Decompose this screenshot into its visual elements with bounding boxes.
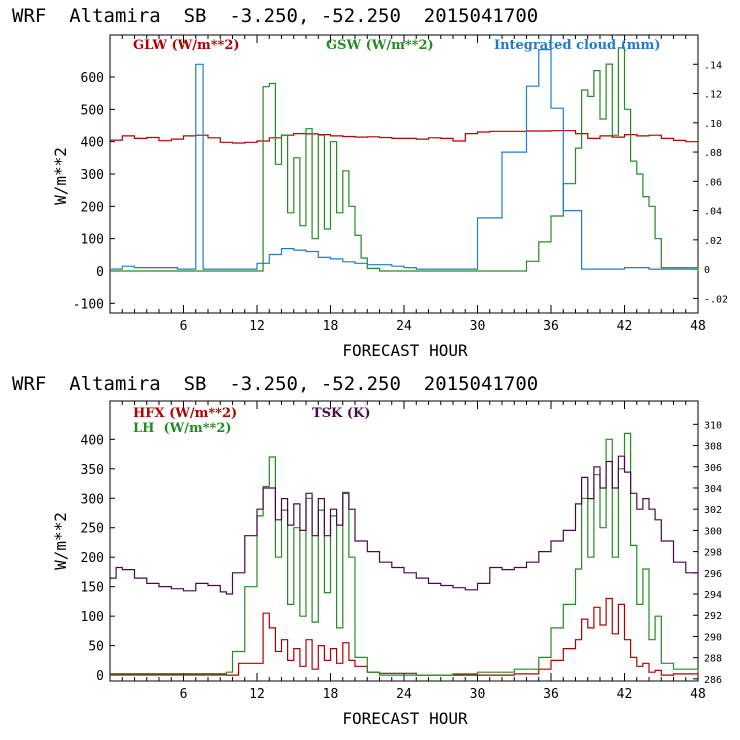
x-tick-label: 18 bbox=[323, 687, 339, 702]
y-tick-label: 600 bbox=[81, 71, 104, 86]
y2-tick-label: 304 bbox=[704, 484, 722, 495]
x-tick-label: 36 bbox=[543, 319, 559, 334]
y-tick-label: 300 bbox=[81, 492, 104, 507]
y2-tick-label: 300 bbox=[704, 526, 722, 537]
legend-gsw: GSW (W/m**2) bbox=[326, 38, 434, 53]
series-line-lh bbox=[110, 432, 699, 676]
y2-tick-label: .12 bbox=[704, 90, 722, 101]
y-axis-label-top: W/m**2 bbox=[51, 147, 70, 205]
x-tick-label: 30 bbox=[470, 687, 486, 702]
series-bottom bbox=[110, 432, 699, 676]
y-tick-label: 500 bbox=[81, 103, 104, 118]
series-line-integrated bbox=[110, 49, 698, 270]
y2-tick-label: 288 bbox=[704, 654, 722, 665]
y2-tick-label: .04 bbox=[704, 207, 722, 218]
title-bottom: WRF Altamira SB -3.250, -52.250 20150417… bbox=[12, 373, 538, 395]
x-tick-label: 12 bbox=[249, 319, 265, 334]
series-line-tsk bbox=[110, 455, 699, 595]
y-tick-label: 200 bbox=[81, 551, 104, 566]
left-axis-top: -100 0 100 200 300 400 500 600 bbox=[73, 71, 115, 312]
x-tick-label: 36 bbox=[543, 687, 559, 702]
y2-tick-label: 290 bbox=[704, 632, 722, 643]
series-line-gsw bbox=[110, 47, 699, 272]
y-tick-label: 100 bbox=[81, 233, 104, 248]
legend-cloud: Integrated cloud (mm) bbox=[494, 38, 660, 53]
y-tick-label: 100 bbox=[81, 610, 104, 625]
y2-tick-label: .14 bbox=[704, 60, 722, 71]
x-tick-label: 30 bbox=[470, 319, 486, 334]
x-axis-label-bottom: FORECAST HOUR bbox=[342, 709, 468, 728]
legend-hfx: HFX (W/m**2) bbox=[133, 406, 237, 421]
x-tick-label: 12 bbox=[249, 687, 265, 702]
y2-tick-label: 286 bbox=[704, 675, 722, 686]
x-tick-label: 42 bbox=[617, 319, 633, 334]
y-tick-label: 150 bbox=[81, 581, 104, 596]
series-line-glw bbox=[110, 130, 699, 144]
y2-tick-label: 310 bbox=[704, 420, 722, 431]
y2-tick-label: 302 bbox=[704, 505, 722, 516]
y2-tick-label: 294 bbox=[704, 590, 722, 601]
y2-tick-label: .02 bbox=[704, 236, 722, 247]
y2-tick-label: 292 bbox=[704, 611, 722, 622]
y2-tick-label: .08 bbox=[704, 148, 722, 159]
left-axis-bottom: 0 50 100 150 200 250 300 350 400 bbox=[81, 433, 115, 684]
y2-tick-label: 296 bbox=[704, 569, 722, 580]
y2-tick-label: .06 bbox=[704, 177, 722, 188]
y-axis-label-bottom: W/m**2 bbox=[51, 512, 70, 570]
x-tick-label: 48 bbox=[690, 687, 706, 702]
y-tick-label: 0 bbox=[96, 669, 104, 684]
x-tick-label: 48 bbox=[690, 319, 706, 334]
x-tick-label: 6 bbox=[180, 319, 188, 334]
x-tick-label: 18 bbox=[323, 319, 339, 334]
y-tick-label: 50 bbox=[88, 640, 104, 655]
y2-tick-label: 0 bbox=[704, 265, 710, 276]
y-tick-label: 400 bbox=[81, 433, 104, 448]
x-axis-top: 6 12 18 24 30 36 42 48 bbox=[109, 35, 706, 334]
x-axis-bottom: 6 12 18 24 30 36 42 48 bbox=[109, 401, 706, 702]
series-line-hfx bbox=[110, 597, 699, 676]
y-tick-label: 200 bbox=[81, 200, 104, 215]
title-top: WRF Altamira SB -3.250, -52.250 20150417… bbox=[12, 5, 538, 27]
y2-tick-label: 306 bbox=[704, 463, 722, 474]
legend-lh: LH (W/m**2) bbox=[133, 421, 232, 436]
y2-tick-label: -.02 bbox=[704, 294, 728, 305]
y2-tick-label: .10 bbox=[704, 119, 722, 130]
y2-tick-label: 298 bbox=[704, 548, 722, 559]
y-tick-label: 350 bbox=[81, 463, 104, 478]
x-tick-label: 24 bbox=[396, 687, 412, 702]
x-tick-label: 24 bbox=[396, 319, 412, 334]
y-tick-label: 0 bbox=[96, 265, 104, 280]
legend-tsk: TSK (K) bbox=[312, 406, 371, 421]
y-tick-label: -100 bbox=[73, 297, 104, 312]
right-axis-bottom: 286 288 290 292 294 296 298 300 302 304 306 308 310 bbox=[693, 420, 722, 686]
x-axis-label-top: FORECAST HOUR bbox=[342, 341, 468, 360]
x-tick-label: 42 bbox=[617, 687, 633, 702]
plot-frame-bottom bbox=[109, 400, 699, 682]
y-tick-label: 300 bbox=[81, 168, 104, 183]
y-tick-label: 400 bbox=[81, 136, 104, 151]
legend-glw: GLW (W/m**2) bbox=[133, 38, 240, 53]
series-top bbox=[110, 47, 699, 272]
y-tick-label: 250 bbox=[81, 522, 104, 537]
x-tick-label: 6 bbox=[180, 687, 188, 702]
y2-tick-label: 308 bbox=[704, 442, 722, 453]
